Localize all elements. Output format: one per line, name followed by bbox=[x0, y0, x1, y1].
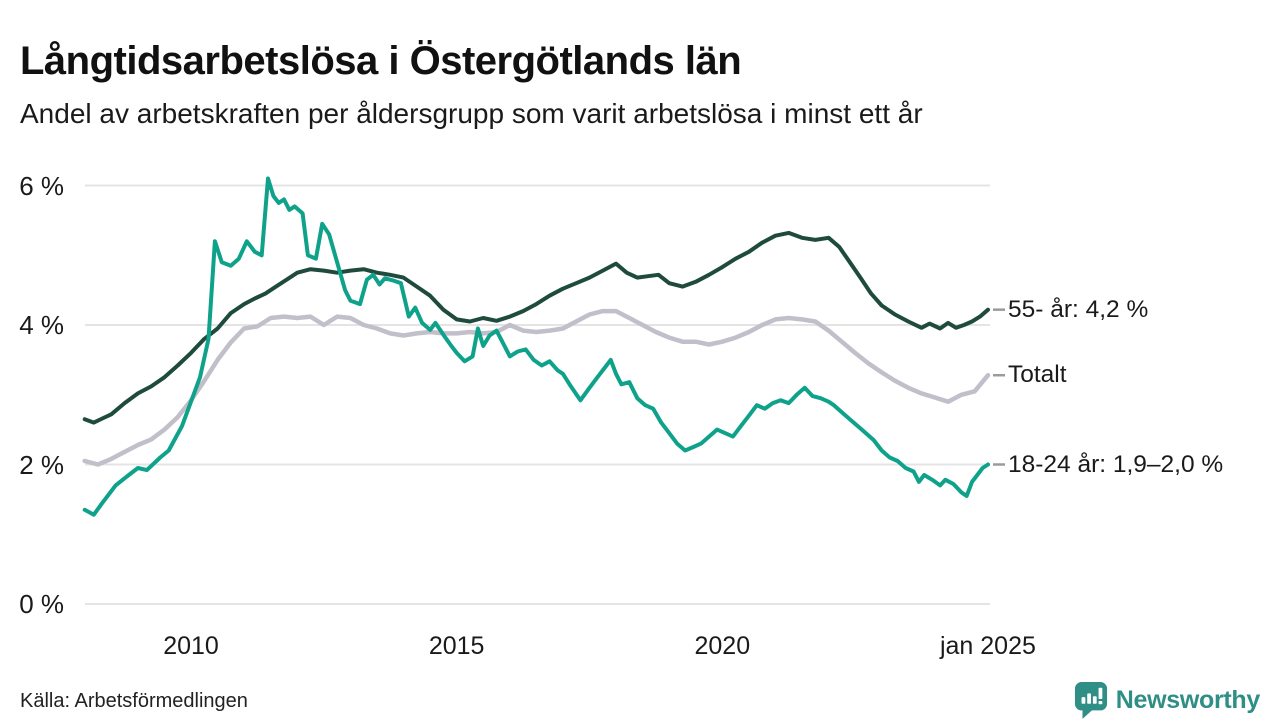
x-tick-label-2010: 2010 bbox=[163, 632, 219, 660]
brand-logo: Newsworthy bbox=[1074, 679, 1260, 721]
series-label-totalt: Totalt bbox=[1008, 361, 1067, 389]
y-tick-label-4: 4 % bbox=[19, 310, 64, 340]
chart-subtitle: Andel av arbetskraften per åldersgrupp s… bbox=[20, 98, 923, 129]
x-tick-label-2020: 2020 bbox=[694, 632, 751, 660]
y-tick-label-0: 0 % bbox=[19, 589, 64, 619]
bar-chart-speech-bubble-icon bbox=[1074, 682, 1107, 719]
x-tick-label-2025: jan 2025 bbox=[939, 632, 1036, 660]
y-tick-label-6: 6 % bbox=[19, 170, 64, 201]
series-label-18-24-r: 18-24 år: 1,9–2,0 % bbox=[1008, 450, 1224, 478]
line-totalt bbox=[82, 308, 991, 467]
line-18-24-r bbox=[82, 176, 990, 517]
x-tick-label-2015: 2015 bbox=[428, 632, 485, 660]
series-label-55-r: 55- år: 4,2 % bbox=[1008, 295, 1149, 323]
y-tick-label-2: 2 % bbox=[19, 449, 64, 480]
line-55-r bbox=[82, 230, 990, 425]
source-note: Källa: Arbetsförmedlingen bbox=[20, 690, 248, 712]
page-title: Långtidsarbetslösa i Östergötlands län bbox=[20, 38, 742, 83]
brand-name: Newsworthy bbox=[1115, 685, 1261, 714]
